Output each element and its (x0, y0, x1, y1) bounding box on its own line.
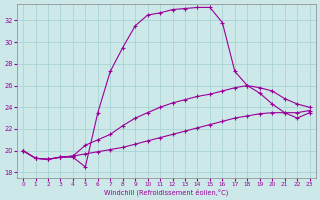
X-axis label: Windchill (Refroidissement éolien,°C): Windchill (Refroidissement éolien,°C) (104, 188, 228, 196)
